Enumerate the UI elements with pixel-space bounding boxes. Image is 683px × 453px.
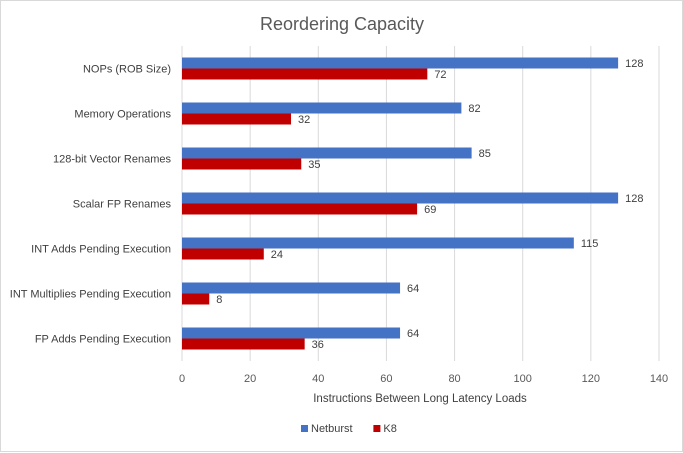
data-label: 85 bbox=[479, 148, 491, 160]
category-label: NOPs (ROB Size) bbox=[83, 64, 171, 76]
data-label: 64 bbox=[407, 328, 419, 340]
legend-label: Netburst bbox=[311, 423, 353, 435]
bars-group: 128 72 82 32 85 35 128 69 115 24 64 8 64 36 bbox=[182, 57, 643, 351]
data-label: 115 bbox=[581, 238, 599, 250]
x-tick-label: 0 bbox=[179, 373, 185, 385]
data-label: 32 bbox=[298, 114, 310, 126]
data-label: 35 bbox=[308, 159, 320, 171]
bar-netburst bbox=[182, 192, 619, 204]
category-label: INT Multiplies Pending Execution bbox=[10, 289, 171, 301]
bar-netburst bbox=[182, 282, 401, 294]
bar-netburst bbox=[182, 57, 619, 69]
bar-k8 bbox=[182, 248, 264, 260]
x-tick-label: 80 bbox=[448, 373, 460, 385]
bar-k8 bbox=[182, 293, 210, 305]
bar-netburst bbox=[182, 147, 472, 159]
category-label: 128-bit Vector Renames bbox=[53, 154, 172, 166]
bar-netburst bbox=[182, 327, 401, 339]
category-label: INT Adds Pending Execution bbox=[31, 244, 171, 256]
bar-k8 bbox=[182, 113, 292, 125]
bar-k8 bbox=[182, 338, 305, 350]
x-tick-label: 20 bbox=[244, 373, 256, 385]
legend: Netburst K8 bbox=[301, 423, 397, 435]
bar-k8 bbox=[182, 158, 302, 170]
data-label: 64 bbox=[407, 283, 419, 295]
data-label: 69 bbox=[424, 204, 436, 216]
data-label: 128 bbox=[625, 58, 643, 70]
data-label: 72 bbox=[434, 69, 446, 81]
x-tick-label: 100 bbox=[514, 373, 532, 385]
bar-k8 bbox=[182, 203, 418, 215]
x-tick-label: 120 bbox=[582, 373, 600, 385]
category-labels: NOPs (ROB Size) Memory Operations 128-bit … bbox=[10, 64, 172, 346]
x-axis-label: Instructions Between Long Latency Loads bbox=[313, 393, 527, 405]
legend-swatch bbox=[301, 425, 308, 432]
data-label: 36 bbox=[312, 339, 324, 351]
data-label: 128 bbox=[625, 193, 643, 205]
x-tick-labels: 0 20 40 60 80 100 120 140 bbox=[179, 373, 668, 385]
x-tick-label: 40 bbox=[312, 373, 324, 385]
x-tick-label: 60 bbox=[380, 373, 392, 385]
bar-netburst bbox=[182, 102, 462, 114]
category-label: Scalar FP Renames bbox=[73, 199, 172, 211]
category-label: Memory Operations bbox=[74, 109, 171, 121]
bar-k8 bbox=[182, 68, 428, 80]
chart-title: Reordering Capacity bbox=[260, 14, 424, 34]
bar-netburst bbox=[182, 237, 574, 249]
category-label: FP Adds Pending Execution bbox=[35, 334, 171, 346]
legend-label: K8 bbox=[383, 423, 396, 435]
legend-swatch bbox=[373, 425, 381, 432]
data-label: 82 bbox=[468, 103, 480, 115]
x-tick-label: 140 bbox=[650, 373, 668, 385]
data-label: 24 bbox=[271, 249, 283, 261]
data-label: 8 bbox=[216, 294, 222, 306]
